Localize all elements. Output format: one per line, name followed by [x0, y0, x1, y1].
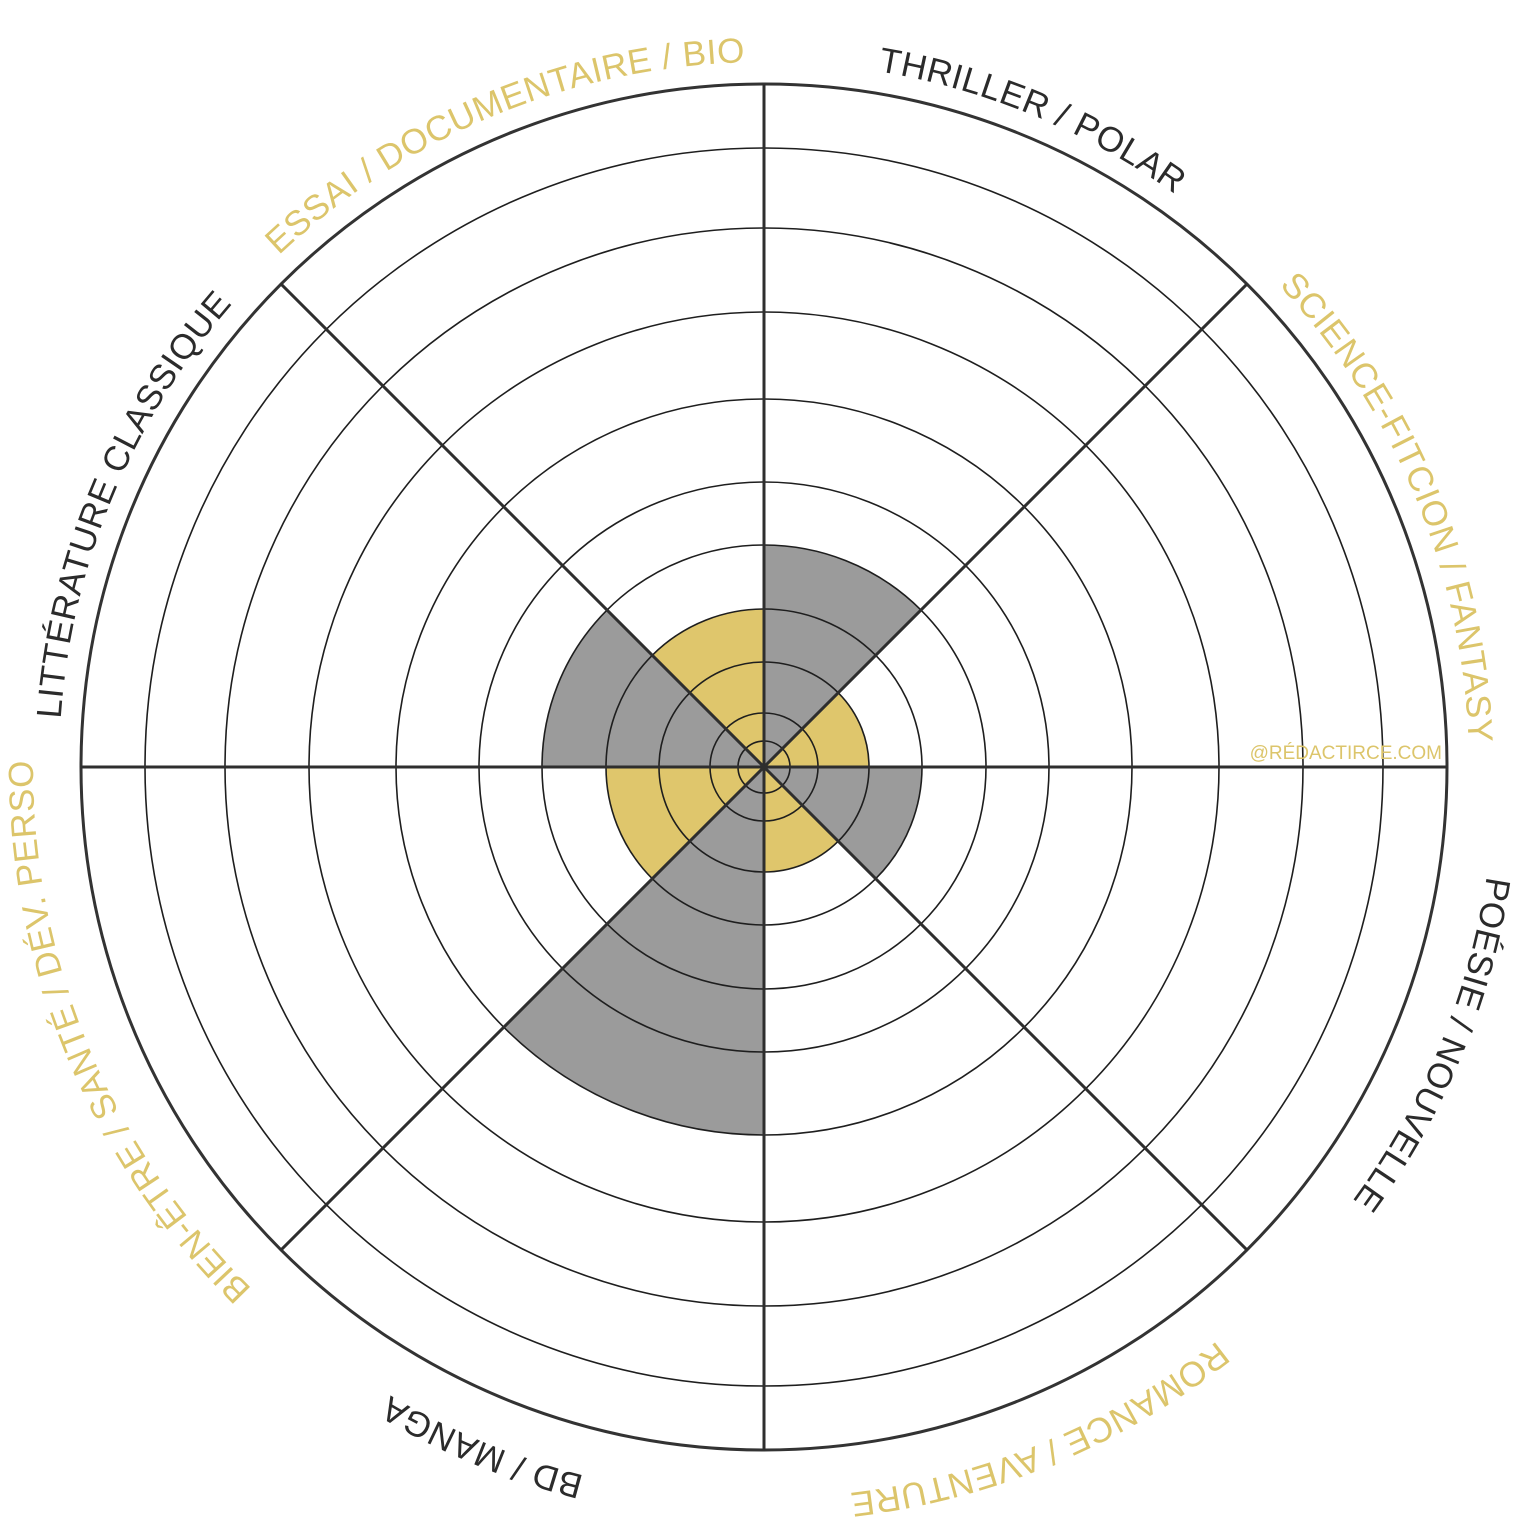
wedge-6 [606, 767, 764, 879]
wedge-5 [503, 767, 764, 1136]
category-label-3: POÉSIE / NOUVELLE [1346, 875, 1518, 1219]
spoke-4 [762, 765, 1249, 1252]
wedge-4 [764, 767, 839, 872]
category-label-6: BIEN-ÊTRE / SANTÉ / DÉV. PERSO [2, 760, 258, 1311]
watermark-text: @RÉDACTIRCE.COM [1250, 743, 1442, 764]
category-label-5: BD / MANGA [374, 1388, 586, 1506]
wedge-7 [542, 610, 764, 767]
category-label-4: ROMANCE / AVENTURE [848, 1334, 1236, 1518]
wedge-8 [652, 609, 764, 767]
spoke-6 [279, 765, 766, 1252]
wedge-layer [503, 545, 922, 1136]
wedge-1 [764, 545, 921, 767]
wedge-3 [764, 767, 922, 879]
category-label-2: SCIENCE-FITCION / FANTASY [1273, 265, 1500, 744]
category-label-1: THRILLER / POLAR [876, 41, 1193, 201]
category-label-8: ESSAI / DOCUMENTAIRE / BIO [258, 31, 746, 261]
spoke-8 [279, 282, 766, 769]
wedge-2 [764, 692, 869, 767]
spoke-2 [762, 282, 1249, 769]
spoke-layer [81, 84, 1447, 1450]
